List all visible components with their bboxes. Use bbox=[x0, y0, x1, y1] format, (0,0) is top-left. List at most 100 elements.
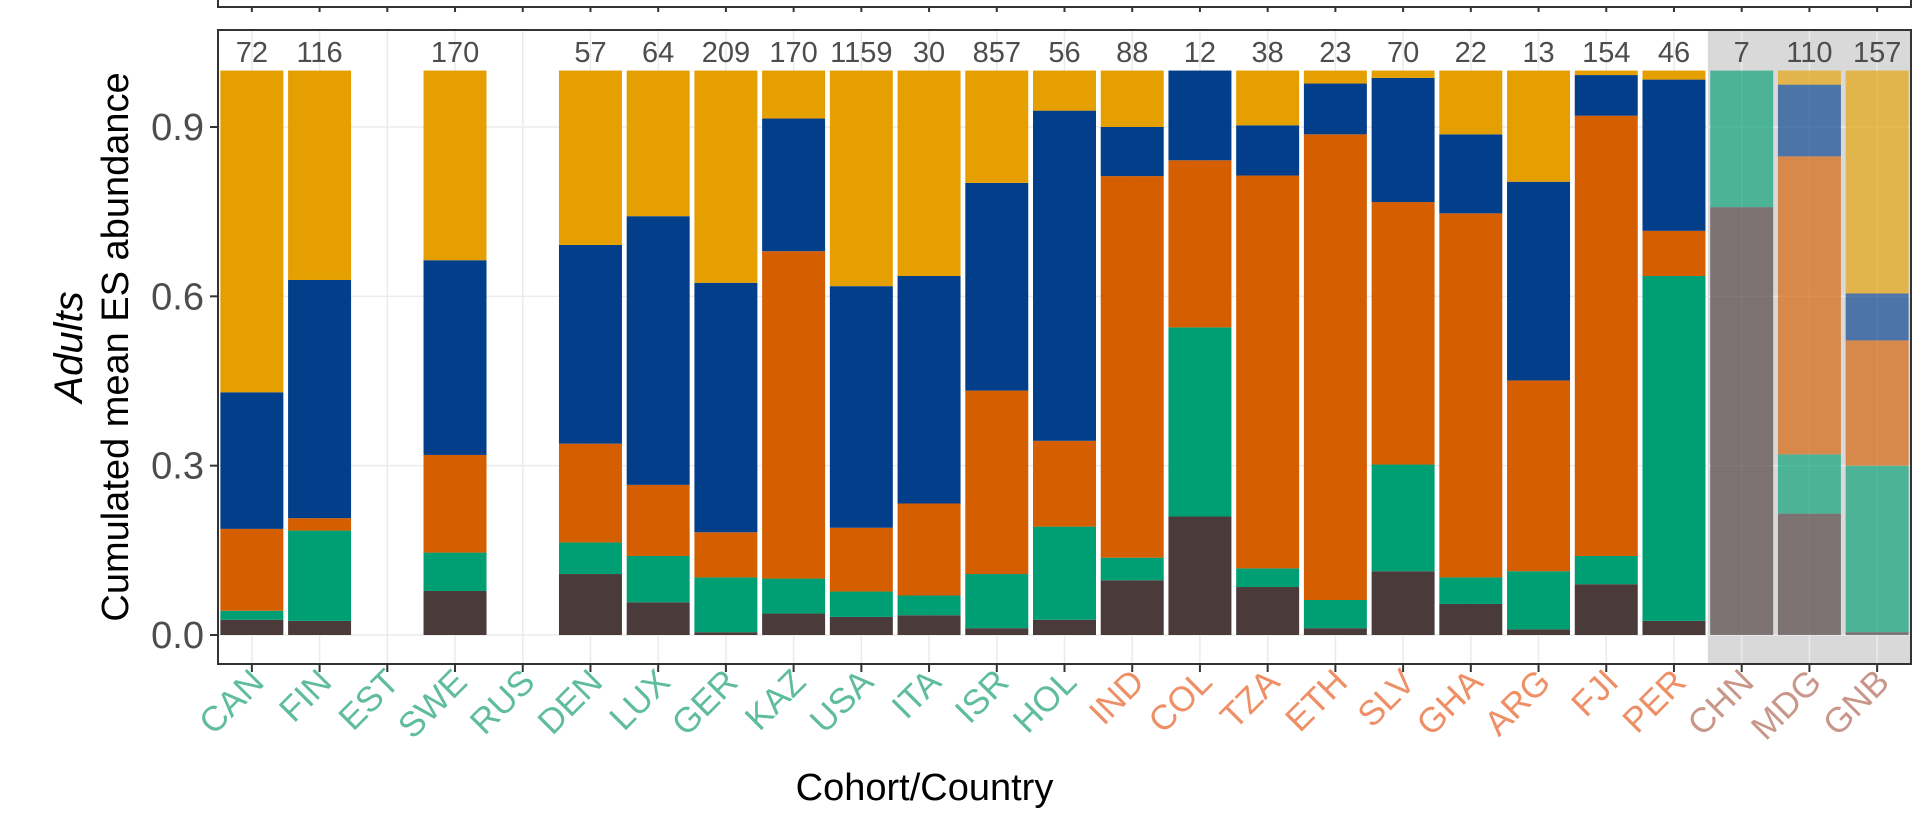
bar-segment-usa-0 bbox=[829, 616, 893, 635]
bar-segment-kaz-1 bbox=[762, 578, 826, 614]
x-tick-label-usa: USA bbox=[803, 662, 882, 741]
x-tick-label-slv: SLV bbox=[1350, 662, 1423, 735]
bar-segment-gnb-1 bbox=[1845, 465, 1909, 633]
count-label: 70 bbox=[1387, 37, 1419, 69]
bar-segment-arg-0 bbox=[1507, 629, 1571, 635]
bar-segment-isr-2 bbox=[965, 390, 1029, 575]
bar-segment-gha-2 bbox=[1439, 213, 1503, 578]
bar-segment-arg-2 bbox=[1507, 380, 1571, 572]
bar-segment-per-3 bbox=[1642, 79, 1706, 231]
count-label: 23 bbox=[1319, 37, 1351, 69]
bar-segment-usa-4 bbox=[829, 70, 893, 287]
bar-segment-fin-2 bbox=[288, 518, 352, 531]
count-label: 170 bbox=[431, 37, 479, 69]
x-tick-label-ind: IND bbox=[1082, 662, 1152, 732]
bar-segment-fin-0 bbox=[288, 620, 352, 635]
count-label: 110 bbox=[1786, 37, 1832, 69]
y-tick-label: 0.3 bbox=[151, 446, 204, 488]
count-label: 88 bbox=[1116, 37, 1148, 69]
y-tick-label: 0.9 bbox=[151, 107, 204, 149]
bar-segment-swe-1 bbox=[423, 552, 487, 591]
x-tick-label-tza: TZA bbox=[1213, 662, 1288, 737]
count-label: 13 bbox=[1522, 37, 1554, 69]
count-label: 7 bbox=[1734, 37, 1750, 69]
bar-segment-slv-3 bbox=[1371, 77, 1435, 203]
bar-segment-mdg-2 bbox=[1777, 156, 1841, 455]
bar-segment-isr-0 bbox=[965, 628, 1029, 635]
count-label: 857 bbox=[973, 37, 1021, 69]
bar-segment-eth-0 bbox=[1303, 628, 1367, 635]
bar-segment-swe-0 bbox=[423, 590, 487, 635]
bar-segment-can-2 bbox=[220, 528, 284, 611]
bar-segment-gnb-4 bbox=[1845, 70, 1909, 294]
bar-segment-usa-2 bbox=[829, 527, 893, 592]
x-tick-label-hol: HOL bbox=[1006, 662, 1084, 740]
bar-segment-arg-3 bbox=[1507, 181, 1571, 381]
bar-segment-ger-1 bbox=[694, 577, 758, 633]
bar-segment-mdg-3 bbox=[1777, 84, 1841, 157]
bar-segment-col-0 bbox=[1168, 516, 1232, 635]
bar-segment-isr-1 bbox=[965, 574, 1029, 629]
bar-segment-chn-1 bbox=[1710, 70, 1774, 208]
bar-segment-gha-4 bbox=[1439, 70, 1503, 135]
bar-segment-usa-1 bbox=[829, 591, 893, 617]
bar-segment-per-2 bbox=[1642, 230, 1706, 277]
bar-segment-fin-1 bbox=[288, 530, 352, 621]
bar-segment-tza-1 bbox=[1236, 568, 1300, 588]
bar-segment-ger-3 bbox=[694, 282, 758, 533]
bar-segment-gha-1 bbox=[1439, 577, 1503, 604]
count-label: 154 bbox=[1582, 37, 1630, 69]
bar-segment-ind-0 bbox=[1100, 580, 1164, 635]
bar-segment-swe-3 bbox=[423, 260, 487, 455]
x-tick-label-ger: GER bbox=[664, 662, 745, 743]
bar-segment-fin-3 bbox=[288, 279, 352, 519]
bar-segment-swe-2 bbox=[423, 454, 487, 553]
bar-segment-fji-4 bbox=[1574, 70, 1638, 76]
bar-segment-mdg-0 bbox=[1777, 513, 1841, 635]
bar-segment-mdg-4 bbox=[1777, 70, 1841, 85]
bar-segment-per-4 bbox=[1642, 70, 1706, 80]
y-tick-label: 0.6 bbox=[151, 276, 204, 318]
bar-segment-slv-2 bbox=[1371, 202, 1435, 465]
count-label: 46 bbox=[1658, 37, 1690, 69]
x-tick-label-isr: ISR bbox=[948, 662, 1017, 731]
bar-segment-lux-3 bbox=[626, 216, 690, 485]
bar-segment-ger-4 bbox=[694, 70, 758, 283]
count-label: 64 bbox=[642, 37, 674, 69]
bar-segment-fji-2 bbox=[1574, 115, 1638, 556]
bar-segment-kaz-0 bbox=[762, 613, 826, 635]
bar-segment-fin-4 bbox=[288, 70, 352, 280]
bar-segment-ind-4 bbox=[1100, 70, 1164, 127]
bar-segment-hol-1 bbox=[1033, 526, 1096, 620]
bar-segment-isr-3 bbox=[965, 182, 1029, 391]
bar-segment-eth-2 bbox=[1303, 134, 1367, 601]
count-label: 30 bbox=[913, 37, 945, 69]
y-axis-title: Cumulated mean ES abundance bbox=[95, 72, 137, 621]
bar-segment-per-0 bbox=[1642, 620, 1706, 635]
bar-segment-gha-0 bbox=[1439, 603, 1503, 635]
x-tick-label-swe: SWE bbox=[391, 662, 475, 746]
x-tick-label-est: EST bbox=[331, 662, 407, 738]
bar-segment-ind-3 bbox=[1100, 127, 1164, 177]
x-tick-label-fin: FIN bbox=[272, 662, 339, 729]
bar-segment-slv-0 bbox=[1371, 571, 1435, 635]
x-tick-label-eth: ETH bbox=[1278, 662, 1355, 739]
bar-segment-ita-4 bbox=[897, 70, 961, 277]
bar-segment-hol-3 bbox=[1033, 110, 1096, 441]
bar-segment-lux-1 bbox=[626, 555, 690, 603]
bar-segment-eth-3 bbox=[1303, 83, 1367, 135]
bar-segment-col-1 bbox=[1168, 327, 1232, 517]
bar-segment-per-1 bbox=[1642, 276, 1706, 621]
bar-segment-tza-2 bbox=[1236, 175, 1300, 569]
bar-segment-can-0 bbox=[220, 619, 284, 635]
bar-segment-col-2 bbox=[1168, 160, 1232, 328]
y-axis-title-italic: Adults bbox=[47, 291, 91, 404]
bar-segment-arg-4 bbox=[1507, 70, 1571, 182]
x-tick-label-arg: ARG bbox=[1477, 662, 1558, 743]
bar-segment-ita-1 bbox=[897, 595, 961, 616]
bar-segment-lux-0 bbox=[626, 602, 690, 635]
count-label: 209 bbox=[702, 37, 750, 69]
x-tick-label-col: COL bbox=[1141, 662, 1219, 740]
count-label: 157 bbox=[1853, 37, 1901, 69]
bar-segment-col-3 bbox=[1168, 70, 1232, 161]
